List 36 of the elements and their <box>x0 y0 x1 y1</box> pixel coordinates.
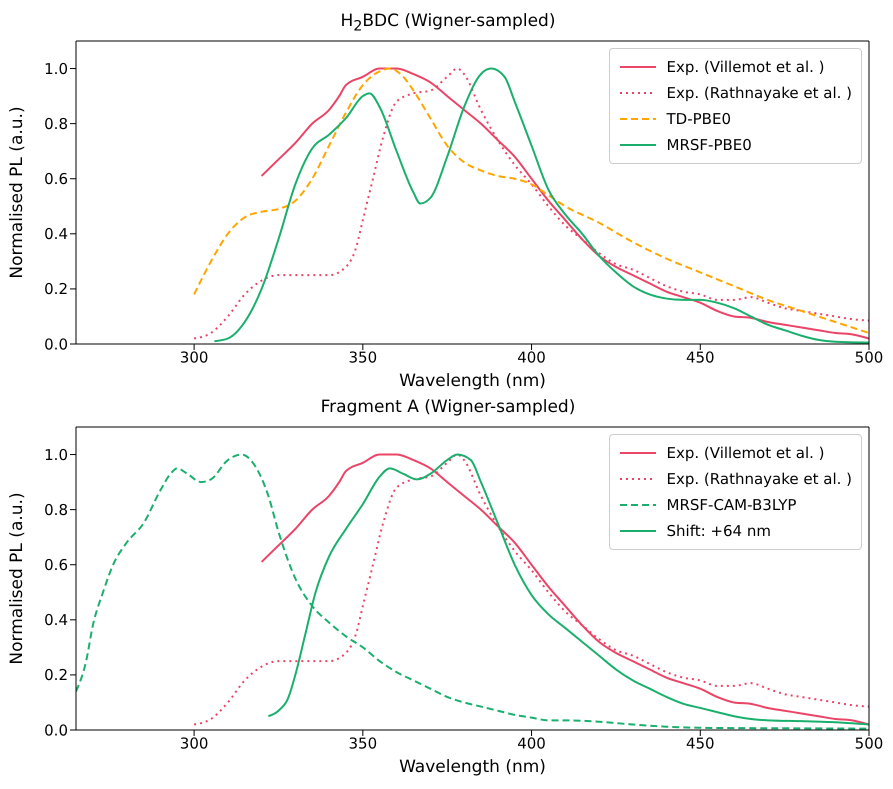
x-tick-label: 300 <box>180 734 208 753</box>
y-axis-title: Normalised PL (a.u.) <box>7 492 28 665</box>
y-tick-label: 0.6 <box>44 556 68 574</box>
legend-label: MRSF-CAM-B3LYP <box>666 496 796 514</box>
x-tick-label: 350 <box>348 734 378 753</box>
y-tick-label: 0.8 <box>44 500 68 519</box>
legend-label: Exp. (Rathnayake et al. ) <box>666 84 852 102</box>
legend-label: TD-PBE0 <box>666 110 731 128</box>
y-tick-label: 0.4 <box>44 611 68 630</box>
legend-label: Shift: +64 nm <box>666 522 771 540</box>
x-tick-label: 500 <box>854 348 884 367</box>
x-tick-label: 300 <box>180 348 208 367</box>
y-tick-label: 0.6 <box>44 170 68 188</box>
legend-label: Exp. (Rathnayake et al. ) <box>666 470 852 488</box>
legend-label: MRSF-PBE0 <box>666 136 752 154</box>
y-tick-label: 0.8 <box>44 114 68 133</box>
y-tick-label: 1.0 <box>44 446 68 464</box>
y-tick-label: 0.2 <box>44 280 68 298</box>
x-tick-label: 400 <box>517 348 546 367</box>
legend-label: Exp. (Villemot et al. ) <box>666 444 825 462</box>
x-tick-label: 450 <box>686 734 715 753</box>
y-axis-title: Normalised PL (a.u.) <box>7 106 28 279</box>
y-tick-label: 1.0 <box>44 60 68 78</box>
y-tick-label: 0.4 <box>44 225 68 244</box>
chart-title: Fragment A (Wigner-sampled) <box>320 396 576 419</box>
y-tick-label: 0.0 <box>44 335 68 354</box>
x-tick-label: 350 <box>348 348 378 367</box>
x-tick-label: 450 <box>686 348 715 367</box>
x-tick-label: 400 <box>517 734 546 753</box>
y-tick-label: 0.2 <box>44 666 68 684</box>
x-axis-title: Wavelength (nm) <box>399 371 546 391</box>
legend-label: Exp. (Villemot et al. ) <box>666 58 825 76</box>
x-tick-label: 500 <box>854 734 884 753</box>
chart-title: H$_{2}$BDC (Wigner-sampled) <box>340 10 556 34</box>
x-axis-title: Wavelength (nm) <box>399 757 546 777</box>
y-tick-label: 0.0 <box>44 721 68 740</box>
